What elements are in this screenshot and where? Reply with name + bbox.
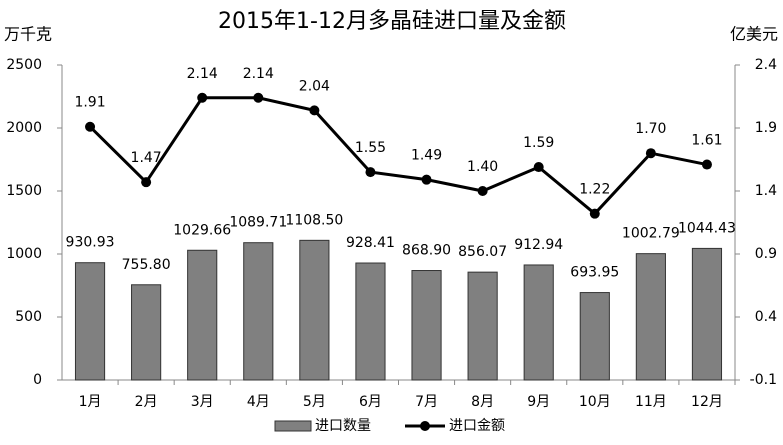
y-tick-label: 2500 — [6, 57, 42, 73]
bar — [187, 249, 218, 381]
line-value-label: 2.04 — [299, 78, 330, 94]
line-value-label: 1.47 — [131, 150, 162, 166]
bar-value-label: 1002.79 — [622, 226, 680, 242]
line — [88, 96, 708, 216]
x-tick-label: 6月 — [359, 394, 382, 410]
y2-axis-label: 亿美元 — [730, 25, 778, 44]
line-value-label: 1.40 — [467, 159, 498, 175]
bar-value-label: 928.41 — [346, 235, 395, 251]
x-tick-label: 1月 — [79, 394, 102, 410]
line-value-label: 1.61 — [691, 133, 722, 149]
x-tick-label: 8月 — [471, 394, 494, 410]
y-tick-label: 500 — [15, 309, 42, 325]
line-value-label: 2.14 — [243, 66, 274, 82]
x-tick-label: 5月 — [303, 394, 326, 410]
line-value-label: 1.59 — [523, 135, 554, 151]
x-tick-label: 4月 — [247, 394, 270, 410]
line-point — [701, 159, 712, 170]
line-point — [645, 148, 656, 159]
bar-value-label: 755.80 — [122, 257, 171, 273]
line-point — [365, 167, 376, 178]
bar — [299, 239, 330, 381]
chart-title: 2015年1-12月多晶硅进口量及金额 — [218, 9, 566, 34]
bar — [131, 284, 162, 381]
line-value-label: 1.91 — [74, 95, 105, 111]
y-tick-label: 1000 — [6, 246, 42, 262]
legend-swatch — [274, 420, 312, 432]
bar — [355, 262, 386, 381]
line-point — [253, 92, 264, 103]
x-tick-label: 7月 — [415, 394, 438, 410]
bar — [243, 242, 274, 381]
bar — [523, 264, 554, 381]
x-tick-label: 11月 — [635, 394, 667, 410]
line-value-label: 1.70 — [635, 121, 666, 137]
y-tick-label: 0 — [33, 372, 42, 388]
line-point — [421, 174, 432, 185]
y2-tick-label: 2.4 — [755, 57, 777, 73]
line-value-label: 1.49 — [411, 148, 442, 164]
bar-value-label: 856.07 — [458, 244, 507, 260]
line-point — [85, 121, 96, 132]
line-point — [141, 177, 152, 188]
bar — [467, 271, 498, 381]
line-value-label: 1.55 — [355, 140, 386, 156]
bar-value-label: 912.94 — [514, 237, 563, 253]
bar-value-label: 1089.71 — [229, 215, 287, 231]
bar-value-label: 693.95 — [570, 265, 619, 281]
x-tick-label: 12月 — [691, 394, 723, 410]
y-tick-label: 2000 — [6, 120, 42, 136]
y-tick-label: 1500 — [6, 183, 42, 199]
bar-value-label: 1029.66 — [173, 222, 231, 238]
bar-value-label: 868.90 — [402, 243, 451, 259]
bar — [579, 292, 610, 381]
bar — [635, 253, 666, 381]
bar — [411, 270, 442, 381]
bar-value-label: 1108.50 — [285, 212, 343, 228]
x-tick-label: 2月 — [135, 394, 158, 410]
x-tick-label: 3月 — [191, 394, 214, 410]
x-tick-label: 10月 — [579, 394, 611, 410]
bar — [691, 247, 723, 381]
y-axis-label: 万千克 — [4, 25, 52, 44]
line-point — [533, 162, 544, 173]
bar-value-label: 1044.43 — [678, 220, 736, 236]
bar-value-label: 930.93 — [66, 235, 115, 251]
y2-tick-label: 1.4 — [755, 183, 777, 199]
y2-tick-label: 0.9 — [755, 246, 777, 262]
line-point — [589, 208, 600, 219]
line-point — [477, 186, 488, 196]
line-value-label: 2.14 — [187, 66, 218, 82]
line-point — [197, 92, 208, 103]
line-point — [309, 105, 320, 116]
line-value-label: 1.22 — [579, 182, 610, 198]
legend-swatch — [420, 421, 430, 431]
legend-label: 进口数量 — [315, 418, 371, 434]
legend-label: 进口金额 — [449, 418, 505, 434]
x-tick-label: 9月 — [527, 394, 550, 410]
bar — [74, 262, 106, 381]
y2-tick-label: 0.4 — [755, 309, 777, 325]
y2-tick-label: -0.1 — [750, 372, 777, 388]
y2-tick-label: 1.9 — [755, 120, 777, 136]
